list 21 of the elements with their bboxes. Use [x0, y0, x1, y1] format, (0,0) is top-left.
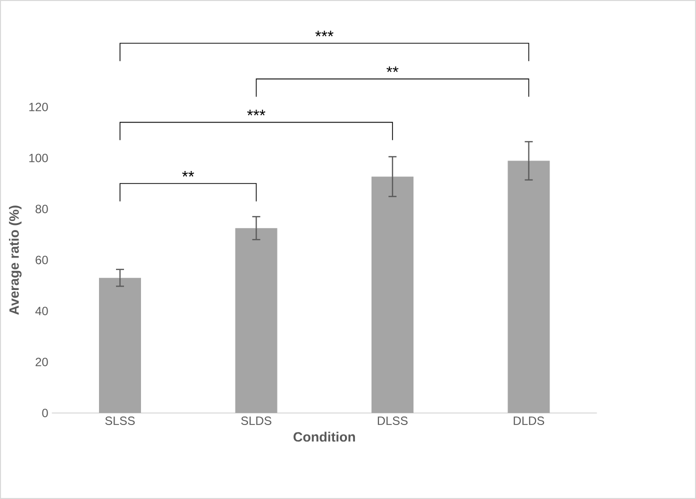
bar: [99, 278, 142, 413]
text: **: [386, 66, 398, 72]
annotation: **: [182, 170, 194, 177]
bar: [372, 176, 414, 413]
x-axis-title: Condition: [294, 432, 355, 442]
x-tick-label: DLDS: [514, 416, 544, 425]
y-tick-label: 20: [36, 358, 48, 366]
x-tick-label: SLDS: [241, 416, 272, 425]
y-axis-title: Average ratio (%): [8, 206, 22, 315]
bar: [235, 228, 278, 413]
y-tick-label: 0: [42, 408, 48, 418]
bar: [508, 160, 550, 413]
y-tick-label: 100: [29, 154, 48, 162]
annotation: ***: [247, 110, 266, 116]
y-tick-label: 80: [36, 204, 48, 214]
x-tick-label: DLSS: [378, 416, 408, 425]
text: ***: [315, 30, 334, 36]
y-tick-label: 60: [36, 256, 48, 264]
y-tick-label: 40: [35, 306, 48, 316]
x-tick-label: SLSS: [105, 416, 135, 425]
y-tick-label: 120: [29, 102, 48, 112]
